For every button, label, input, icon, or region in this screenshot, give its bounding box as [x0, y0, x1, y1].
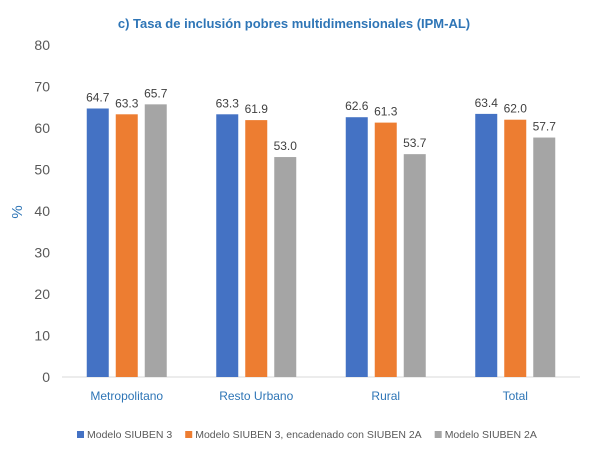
data-label: 62.0: [504, 102, 528, 116]
data-label: 63.3: [216, 96, 240, 110]
category-label: Total: [503, 389, 528, 403]
y-tick-label: 20: [34, 286, 50, 302]
data-label: 53.7: [403, 136, 427, 150]
data-label: 63.4: [475, 96, 499, 110]
legend-label: Modelo SIUBEN 3, encadenado con SIUBEN 2…: [195, 429, 421, 441]
legend: Modelo SIUBEN 3 Modelo SIUBEN 3, encadena…: [77, 429, 537, 441]
bar: [86, 108, 109, 378]
bar: [115, 114, 138, 378]
category-label: Rural: [371, 389, 400, 403]
y-tick-label: 60: [34, 120, 50, 136]
y-axis-ticks: 0 10 20 30 40 50 60 70 80: [34, 37, 50, 385]
data-label: 63.3: [115, 96, 139, 110]
data-label: 65.7: [144, 86, 168, 100]
data-label: 64.7: [86, 90, 110, 104]
bar: [533, 137, 556, 377]
bar: [245, 120, 268, 378]
chart-title: c) Tasa de inclusión pobres multidimensi…: [118, 16, 470, 31]
y-tick-label: 40: [34, 203, 50, 219]
y-tick-label: 0: [42, 369, 50, 385]
data-label: 57.7: [533, 120, 557, 134]
bar: [403, 154, 426, 377]
y-tick-label: 80: [34, 37, 50, 53]
bar: [216, 114, 239, 378]
bar: [475, 113, 498, 377]
legend-label: Modelo SIUBEN 3: [87, 429, 172, 441]
y-tick-label: 30: [34, 245, 50, 261]
data-label: 61.3: [374, 105, 398, 119]
y-tick-label: 10: [34, 328, 50, 344]
bar: [274, 157, 297, 377]
data-label: 61.9: [245, 102, 269, 116]
data-label: 53.0: [274, 139, 298, 153]
bar: [345, 117, 368, 378]
legend-swatch: [77, 431, 84, 438]
bar: [374, 122, 397, 377]
legend-swatch: [434, 431, 442, 438]
legend-label: Modelo SIUBEN 2A: [445, 429, 537, 441]
y-tick-label: 50: [34, 162, 50, 178]
legend-swatch: [185, 431, 193, 438]
bar: [144, 104, 167, 377]
y-tick-label: 70: [34, 79, 50, 95]
category-labels: Metropolitano Resto Urbano Rural Total: [90, 389, 528, 403]
bars-group: 64.7 63.3 65.7 63.3 61.9 53.0 62.6 61.3 53.7 63.4…: [86, 86, 557, 378]
bar: [504, 119, 527, 377]
category-label: Resto Urbano: [219, 389, 293, 403]
data-label: 62.6: [345, 99, 369, 113]
category-label: Metropolitano: [90, 389, 163, 403]
y-axis-label: %: [9, 205, 26, 218]
